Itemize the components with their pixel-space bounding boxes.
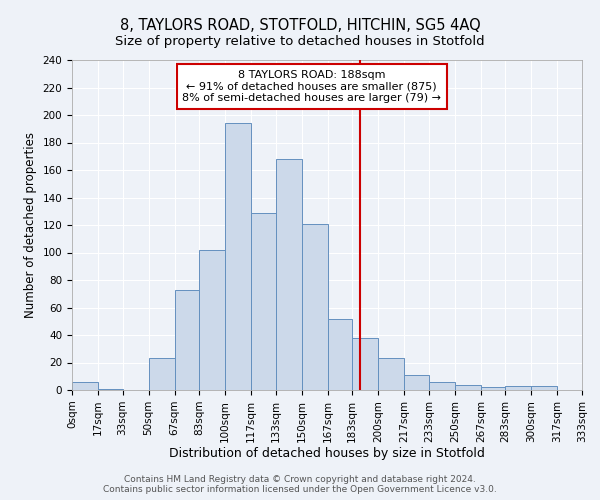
Bar [225,123,251,390]
Bar [328,318,352,390]
Bar [455,384,481,390]
Bar [275,159,302,390]
Text: 8 TAYLORS ROAD: 188sqm
← 91% of detached houses are smaller (875)
8% of semi-det: 8 TAYLORS ROAD: 188sqm ← 91% of detached… [182,70,441,103]
Bar [199,250,225,390]
Bar [302,224,328,390]
Bar [481,387,505,390]
Bar [505,386,532,390]
Bar [352,338,379,390]
Text: 8, TAYLORS ROAD, STOTFOLD, HITCHIN, SG5 4AQ: 8, TAYLORS ROAD, STOTFOLD, HITCHIN, SG5 … [119,18,481,32]
Text: Contains HM Land Registry data © Crown copyright and database right 2024.: Contains HM Land Registry data © Crown c… [124,476,476,484]
Bar [429,382,455,390]
X-axis label: Distribution of detached houses by size in Stotfold: Distribution of detached houses by size … [169,448,485,460]
Y-axis label: Number of detached properties: Number of detached properties [24,132,37,318]
Bar [404,375,429,390]
Bar [98,388,122,390]
Bar [251,212,275,390]
Bar [175,290,199,390]
Bar [379,358,404,390]
Text: Size of property relative to detached houses in Stotfold: Size of property relative to detached ho… [115,35,485,48]
Bar [72,382,98,390]
Text: Contains public sector information licensed under the Open Government Licence v3: Contains public sector information licen… [103,486,497,494]
Bar [149,358,175,390]
Bar [532,386,557,390]
